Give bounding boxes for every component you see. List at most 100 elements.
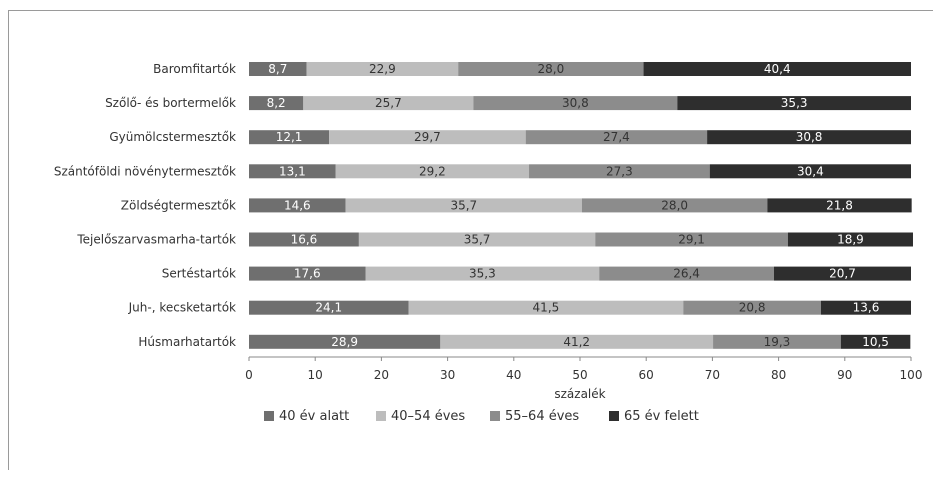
x-tick-label: 60 [639,368,654,382]
x-tick-label: 0 [245,368,253,382]
data-label: 13,1 [279,164,306,178]
data-label: 35,7 [450,198,477,212]
x-tick-label: 10 [308,368,323,382]
x-tick-label: 90 [837,368,852,382]
bar-segment [529,164,710,179]
legend-swatch [490,411,500,421]
category-label: Szőlő- és bortermelők [105,96,236,110]
bar-segment [525,130,708,145]
data-label: 12,1 [276,130,303,144]
data-label: 41,5 [533,301,560,315]
bar-segment [249,334,441,349]
data-label: 28,0 [661,198,688,212]
bar-segment [458,62,644,76]
data-label: 30,8 [562,96,589,110]
legend-label: 65 év felett [624,409,699,424]
bar-segment [249,130,330,145]
data-label: 28,9 [331,335,358,349]
category-label: Húsmarhatartók [138,335,236,349]
bar-segment [303,96,474,111]
category-label: Szántóföldi növénytermesztők [54,164,236,178]
bar-segment [249,62,307,76]
bar-segment [473,96,678,111]
bar-segment [707,130,911,145]
category-label: Juh-, kecsketartók [128,301,236,315]
data-label: 17,6 [294,267,321,281]
data-label: 8,7 [268,62,287,76]
bar-segment [677,96,911,111]
x-tick-label: 80 [771,368,786,382]
bar-segment [595,232,788,247]
category-labels: Baromfitartók Szőlő- és bortermelők Gyümöl… [54,62,236,349]
data-label: 25,7 [375,96,402,110]
bar-segment [709,164,911,179]
data-label: 27,3 [606,164,633,178]
bar-segment [335,164,530,179]
x-tick-label: 100 [900,368,923,382]
legend: 40 év alatt 40–54 éves 55–64 éves 65 év fel… [264,409,699,424]
data-label: 41,2 [563,335,590,349]
data-label: 30,4 [797,164,824,178]
category-label: Tejelőszarvasmarha-tartók [76,233,236,247]
bar-segment [358,232,596,247]
x-tick-label: 50 [572,368,587,382]
bar-segment [767,198,912,213]
x-tick-label: 40 [506,368,521,382]
data-label: 18,9 [837,233,864,247]
legend-swatch [264,411,274,421]
data-label: 29,7 [414,130,441,144]
frame-left-border [8,10,9,470]
legend-label: 40–54 éves [391,409,465,424]
bar-segment [820,300,911,315]
bar-segment [840,334,911,349]
data-label: 20,7 [829,267,856,281]
data-label: 13,6 [853,301,880,315]
data-label: 29,2 [419,164,446,178]
data-label: 35,3 [469,267,496,281]
data-label: 21,8 [826,198,853,212]
bar-segment [683,300,821,315]
data-label: 8,2 [267,96,286,110]
bar-segment [249,232,359,247]
category-label: Zöldségtermesztők [121,198,236,212]
data-label: 40,4 [764,62,791,76]
data-label: 27,4 [603,130,630,144]
category-label: Baromfitartók [153,62,236,76]
bar-segment [408,300,684,315]
data-label: 28,0 [538,62,565,76]
bar-segment [249,300,409,315]
x-axis: 0 10 20 30 40 50 60 70 80 90 100 [245,356,923,382]
data-label: 26,4 [673,267,700,281]
bars: 8,7 22,9 28,0 40,4 8,2 25,7 30,8 35,3 12,1 29,7 27… [249,62,913,349]
bar-segment [643,62,911,76]
bar-segment [365,266,600,281]
bar-segment [306,62,459,76]
data-label: 35,3 [781,96,808,110]
bar-segment [249,164,336,179]
x-axis-title: százalék [554,387,605,401]
bar-segment [329,130,526,145]
legend-swatch [609,411,619,421]
data-label: 35,7 [464,233,491,247]
legend-label: 55–64 éves [505,409,579,424]
bar-segment [440,334,714,349]
x-tick-label: 30 [440,368,455,382]
bar-segment [249,266,366,281]
data-label: 16,6 [291,233,318,247]
bar-segment [249,198,346,213]
legend-label: 40 év alatt [279,409,349,424]
x-tick-label: 70 [705,368,720,382]
data-label: 20,8 [739,301,766,315]
frame-top-border [8,10,933,11]
data-label: 22,9 [369,62,396,76]
data-label: 10,5 [862,335,889,349]
data-label: 29,1 [678,233,705,247]
data-label: 24,1 [315,301,342,315]
bar-segment [773,266,911,281]
bar-segment [713,334,841,349]
data-label: 19,3 [764,335,791,349]
legend-swatch [376,411,386,421]
bar-segment [787,232,913,247]
bar-segment [599,266,774,281]
